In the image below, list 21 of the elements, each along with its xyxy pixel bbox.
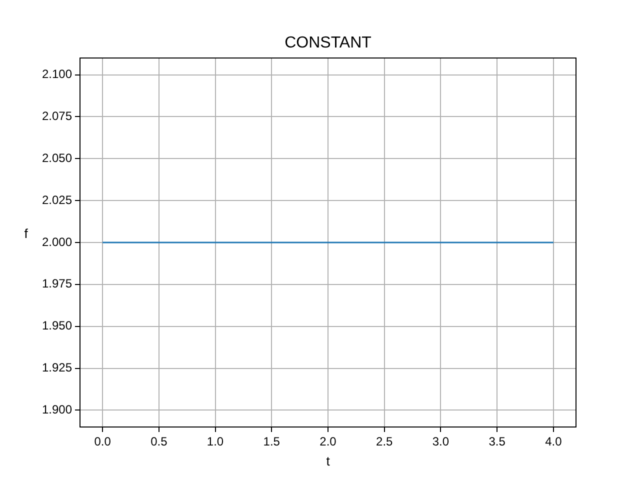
x-tick-label: 0.5 xyxy=(150,434,168,449)
x-tick-label: 3.5 xyxy=(488,434,506,449)
y-tick-label: 2.025 xyxy=(42,192,72,207)
x-tick-label: 3.0 xyxy=(432,434,450,449)
x-tick-label: 2.5 xyxy=(376,434,394,449)
y-axis-title: f xyxy=(24,226,28,242)
x-tick-label: 4.0 xyxy=(545,434,562,449)
x-tick-label: 2.0 xyxy=(320,434,337,449)
y-tick-label: 2.050 xyxy=(42,150,72,165)
y-tick-label: 2.000 xyxy=(42,234,72,249)
y-tick-label: 1.900 xyxy=(42,402,72,417)
chart-title: CONSTANT xyxy=(284,34,372,52)
y-tick-label: 1.975 xyxy=(42,276,72,291)
x-tick-label: 1.5 xyxy=(263,434,280,449)
x-axis-title: t xyxy=(326,454,330,469)
x-tick-label: 1.0 xyxy=(206,434,224,449)
y-tick-label: 1.925 xyxy=(42,360,72,375)
y-tick-label: 2.100 xyxy=(42,67,72,82)
y-tick-label: 2.075 xyxy=(42,109,72,124)
y-tick-label: 1.950 xyxy=(42,318,72,333)
x-tick-label: 0.0 xyxy=(94,434,112,449)
